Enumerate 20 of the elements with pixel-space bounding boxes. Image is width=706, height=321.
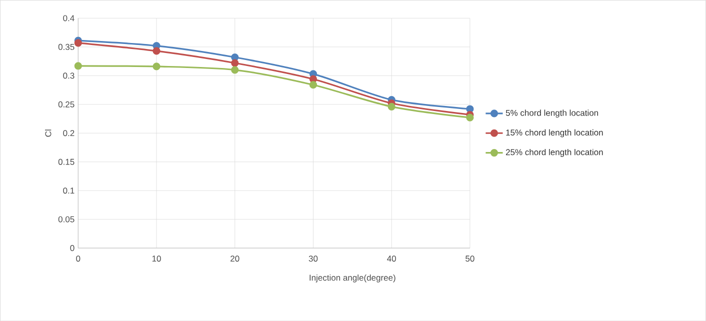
y-tick-label: 0.05	[58, 216, 74, 222]
y-tick-label: 0	[70, 244, 74, 251]
legend-label: 5% chord length location	[506, 110, 598, 118]
y-tick-label: 0.15	[58, 158, 74, 165]
x-axis-title: Injection angle(degree)	[310, 274, 396, 282]
x-tick-label: 10	[152, 255, 161, 262]
y-tick-label: 0.1	[63, 187, 74, 194]
y-tick-label: 0.4	[63, 15, 74, 22]
x-tick-label: 0	[76, 255, 80, 262]
x-tick-label: 20	[230, 255, 240, 262]
y-tick-label: 0.35	[58, 44, 74, 50]
y-axis-title: Cl	[44, 130, 52, 137]
x-tick-label: 30	[308, 255, 318, 262]
x-tick-label: 50	[466, 255, 474, 262]
legend-label: 15% chord length location	[506, 129, 603, 138]
y-tick-label: 0.3	[63, 72, 74, 79]
y-tick-label: 0.25	[58, 101, 74, 108]
x-tick-label: 40	[387, 255, 396, 262]
y-tick-label: 0.2	[63, 130, 74, 136]
legend-label: 25% chord length location	[506, 148, 603, 157]
